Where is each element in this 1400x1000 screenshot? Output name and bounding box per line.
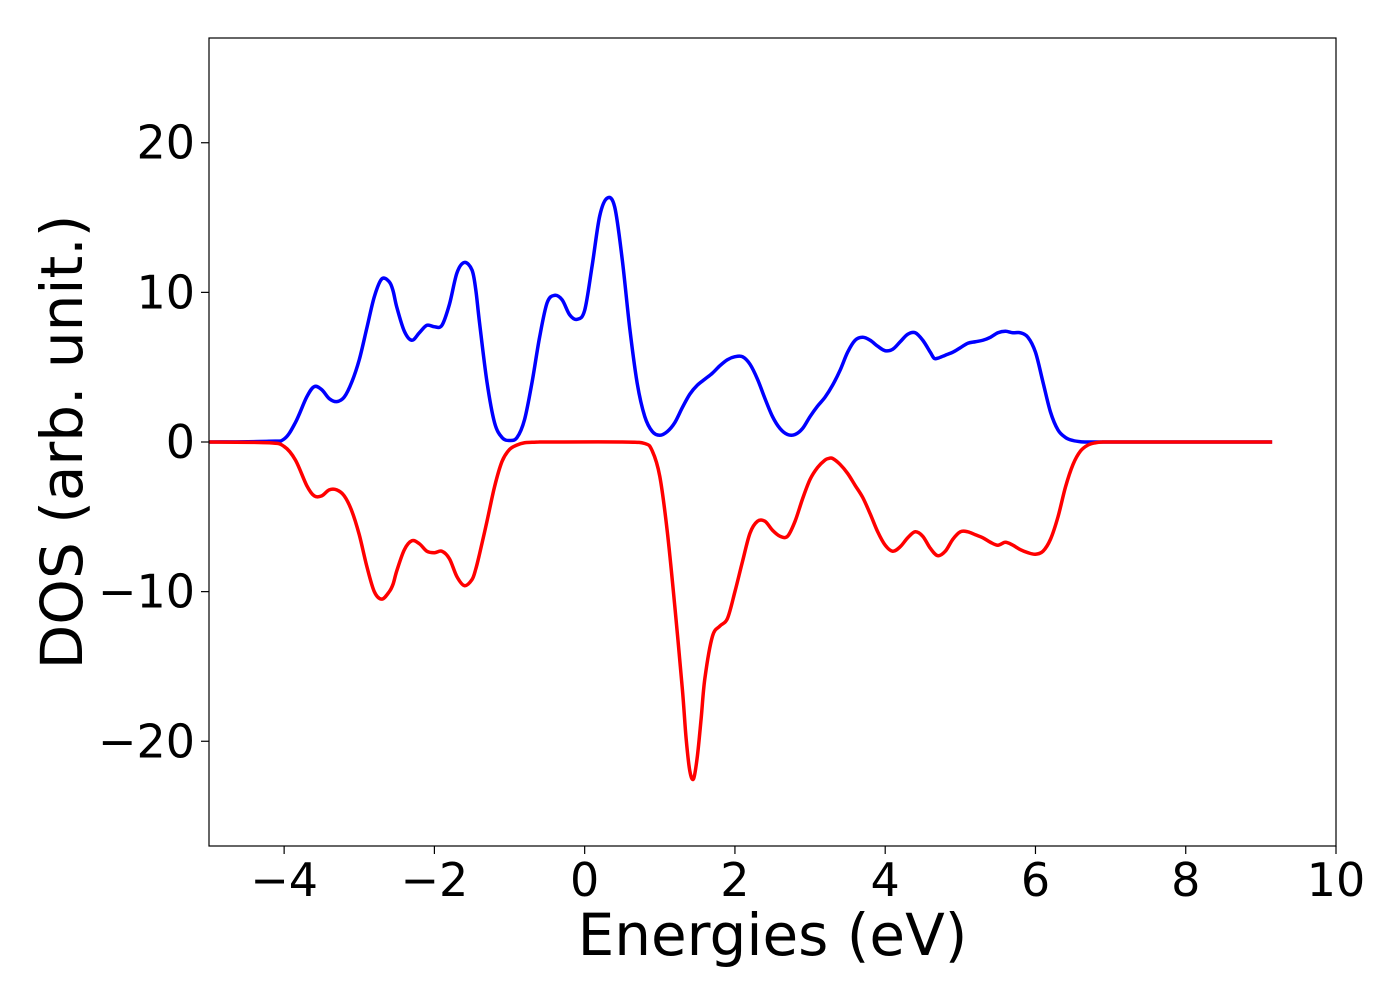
x-tick-label: 6 <box>1021 853 1050 907</box>
x-tick-label: −4 <box>250 853 318 907</box>
x-tick-label: 0 <box>570 853 599 907</box>
y-tick-label: −20 <box>98 714 195 768</box>
y-tick-label: 10 <box>136 265 195 319</box>
y-axis: −20 −10 0 10 20 <box>98 116 209 768</box>
x-tick-label: 4 <box>871 853 900 907</box>
x-axis-label: Energies (eV) <box>578 901 968 969</box>
x-tick-label: 2 <box>720 853 749 907</box>
y-tick-label: −10 <box>98 565 195 619</box>
x-tick-label: 10 <box>1307 853 1366 907</box>
y-tick-label: 20 <box>136 116 195 170</box>
series-layer <box>208 195 1273 782</box>
y-axis-label: DOS (arb. unit.) <box>28 215 96 670</box>
x-axis: −4 −2 0 2 4 6 8 10 <box>250 846 1365 907</box>
x-tick-label: −2 <box>400 853 468 907</box>
series-line-1 <box>208 195 1273 444</box>
series-line-2 <box>208 440 1273 782</box>
y-tick-label: 0 <box>166 415 195 469</box>
x-tick-label: 8 <box>1171 853 1200 907</box>
